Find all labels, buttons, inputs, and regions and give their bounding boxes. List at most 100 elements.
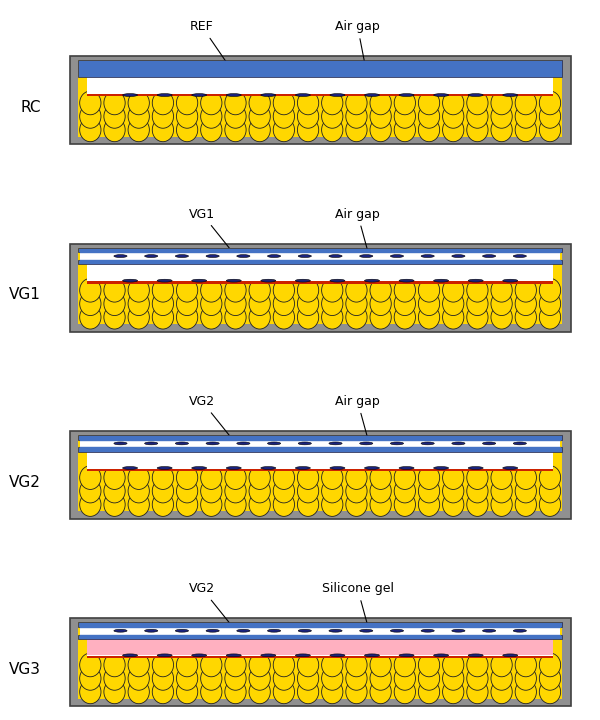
Ellipse shape: [225, 279, 246, 302]
Ellipse shape: [443, 680, 464, 703]
Ellipse shape: [268, 629, 281, 632]
Ellipse shape: [152, 667, 173, 690]
Ellipse shape: [114, 629, 127, 632]
Ellipse shape: [399, 94, 414, 96]
Ellipse shape: [298, 292, 319, 315]
Ellipse shape: [80, 480, 101, 503]
Ellipse shape: [539, 680, 560, 703]
Ellipse shape: [513, 255, 526, 258]
Ellipse shape: [298, 480, 319, 503]
Ellipse shape: [539, 667, 560, 690]
Ellipse shape: [176, 680, 198, 703]
Ellipse shape: [418, 466, 440, 490]
Ellipse shape: [80, 667, 101, 690]
Ellipse shape: [152, 104, 173, 128]
Text: RC: RC: [20, 100, 41, 115]
Ellipse shape: [515, 91, 536, 114]
Ellipse shape: [330, 467, 345, 469]
Ellipse shape: [298, 492, 319, 516]
Ellipse shape: [370, 279, 391, 302]
Ellipse shape: [515, 279, 536, 302]
Ellipse shape: [237, 442, 250, 445]
Ellipse shape: [200, 118, 222, 142]
Ellipse shape: [513, 629, 526, 632]
Ellipse shape: [273, 292, 295, 315]
Ellipse shape: [394, 279, 415, 302]
Ellipse shape: [273, 680, 295, 703]
Ellipse shape: [273, 653, 295, 677]
Ellipse shape: [152, 305, 173, 329]
Ellipse shape: [298, 667, 319, 690]
Ellipse shape: [346, 492, 367, 516]
Ellipse shape: [225, 104, 246, 128]
Ellipse shape: [114, 442, 127, 445]
Ellipse shape: [322, 653, 343, 677]
Bar: [87, 282, 553, 284]
Ellipse shape: [394, 118, 415, 142]
Ellipse shape: [128, 305, 149, 329]
Ellipse shape: [370, 104, 391, 128]
Ellipse shape: [443, 118, 464, 142]
Ellipse shape: [128, 292, 149, 315]
Ellipse shape: [261, 654, 276, 657]
Text: VG2: VG2: [189, 395, 229, 435]
Ellipse shape: [122, 94, 137, 96]
Ellipse shape: [192, 94, 206, 96]
Ellipse shape: [503, 467, 518, 469]
Ellipse shape: [491, 91, 512, 114]
Ellipse shape: [329, 629, 342, 632]
Ellipse shape: [200, 680, 222, 703]
Ellipse shape: [467, 279, 488, 302]
Text: VG3: VG3: [9, 662, 41, 677]
Ellipse shape: [515, 292, 536, 315]
Ellipse shape: [176, 91, 198, 114]
Ellipse shape: [491, 653, 512, 677]
Ellipse shape: [515, 653, 536, 677]
Ellipse shape: [273, 279, 295, 302]
Ellipse shape: [225, 667, 246, 690]
Ellipse shape: [322, 667, 343, 690]
Bar: [87, 264, 553, 282]
Ellipse shape: [200, 492, 222, 516]
Ellipse shape: [104, 492, 125, 516]
Ellipse shape: [200, 279, 222, 302]
Ellipse shape: [330, 94, 345, 96]
Ellipse shape: [268, 442, 281, 445]
Ellipse shape: [225, 466, 246, 490]
Ellipse shape: [443, 292, 464, 315]
Ellipse shape: [394, 680, 415, 703]
Ellipse shape: [503, 654, 518, 657]
Ellipse shape: [370, 466, 391, 490]
Ellipse shape: [80, 305, 101, 329]
Ellipse shape: [237, 255, 250, 258]
Ellipse shape: [226, 467, 241, 469]
Ellipse shape: [157, 279, 172, 282]
Ellipse shape: [322, 279, 343, 302]
Ellipse shape: [503, 94, 518, 96]
Ellipse shape: [391, 442, 404, 445]
Ellipse shape: [503, 279, 518, 282]
Ellipse shape: [467, 492, 488, 516]
Ellipse shape: [539, 480, 560, 503]
Bar: [87, 280, 553, 282]
Ellipse shape: [515, 480, 536, 503]
Ellipse shape: [443, 91, 464, 114]
Ellipse shape: [273, 667, 295, 690]
Ellipse shape: [515, 667, 536, 690]
Bar: [70, 618, 571, 706]
Ellipse shape: [273, 91, 295, 114]
Ellipse shape: [515, 492, 536, 516]
Ellipse shape: [391, 255, 404, 258]
Ellipse shape: [225, 305, 246, 329]
Ellipse shape: [298, 442, 311, 445]
Text: Air gap: Air gap: [335, 395, 380, 441]
Bar: [80, 440, 560, 447]
Ellipse shape: [192, 467, 206, 469]
Text: Air gap: Air gap: [335, 20, 380, 83]
Ellipse shape: [80, 279, 101, 302]
Ellipse shape: [394, 492, 415, 516]
Ellipse shape: [152, 492, 173, 516]
Ellipse shape: [394, 480, 415, 503]
Ellipse shape: [298, 629, 311, 632]
Ellipse shape: [122, 279, 137, 282]
